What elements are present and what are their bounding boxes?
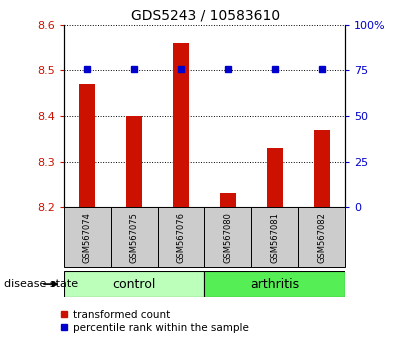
Text: GSM567075: GSM567075 bbox=[129, 212, 139, 263]
Bar bbox=[111, 207, 157, 267]
Text: GSM567074: GSM567074 bbox=[83, 212, 92, 263]
Bar bbox=[79, 84, 95, 207]
Legend: transformed count, percentile rank within the sample: transformed count, percentile rank withi… bbox=[61, 310, 249, 333]
Bar bbox=[64, 207, 111, 267]
Text: GSM567076: GSM567076 bbox=[176, 212, 185, 263]
Text: control: control bbox=[112, 278, 156, 291]
Bar bbox=[314, 130, 330, 207]
Bar bbox=[64, 271, 205, 297]
Text: GSM567082: GSM567082 bbox=[317, 212, 326, 263]
Bar bbox=[205, 207, 252, 267]
Text: GDS5243 / 10583610: GDS5243 / 10583610 bbox=[131, 9, 280, 23]
Text: GSM567081: GSM567081 bbox=[270, 212, 279, 263]
Text: GSM567080: GSM567080 bbox=[224, 212, 233, 263]
Bar bbox=[220, 193, 236, 207]
Text: arthritis: arthritis bbox=[250, 278, 300, 291]
Bar bbox=[173, 43, 189, 207]
Bar bbox=[267, 148, 283, 207]
Text: disease state: disease state bbox=[4, 279, 78, 289]
Bar bbox=[298, 207, 345, 267]
Bar bbox=[157, 207, 205, 267]
Bar bbox=[205, 271, 345, 297]
Bar bbox=[252, 207, 298, 267]
Bar bbox=[126, 116, 142, 207]
